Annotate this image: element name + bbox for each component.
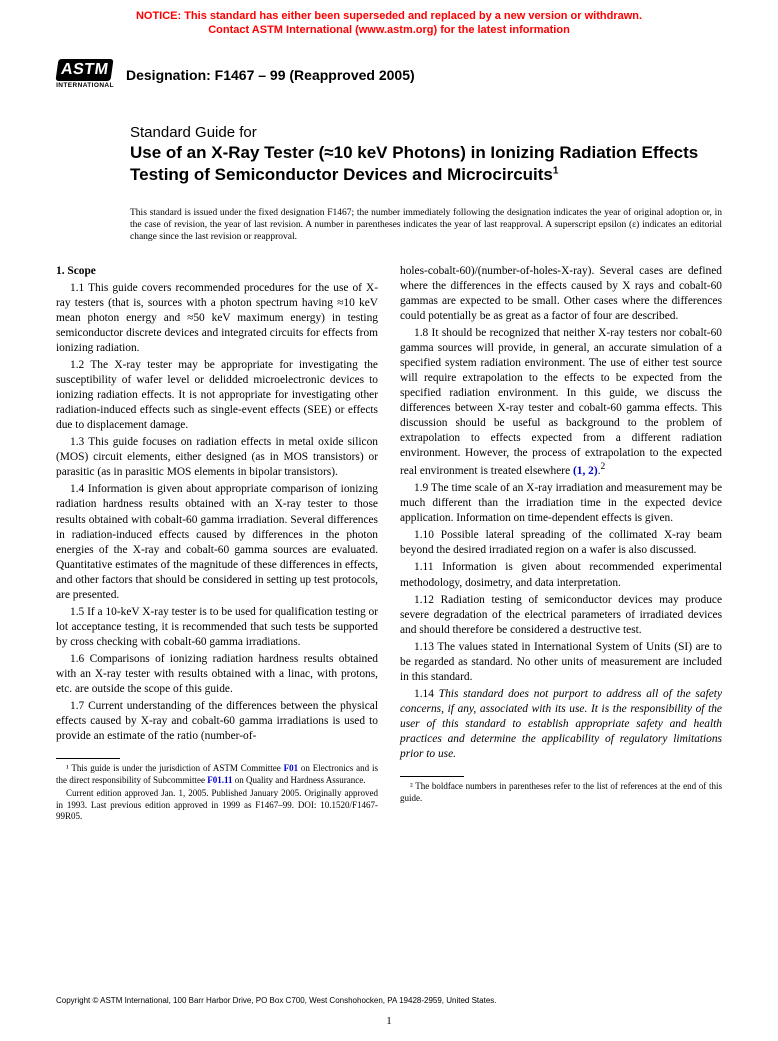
scope-1-13: 1.13 The values stated in International … [400, 640, 722, 685]
title-main-text: Use of an X-Ray Tester (≈10 keV Photons)… [130, 143, 698, 183]
notice-banner: NOTICE: This standard has either been su… [0, 0, 778, 42]
left-column: 1. Scope 1.1 This guide covers recommend… [56, 264, 378, 825]
document-header: ASTM INTERNATIONAL Designation: F1467 – … [0, 42, 778, 98]
notice-line-2: Contact ASTM International (www.astm.org… [40, 24, 738, 38]
footnote-1: ¹ This guide is under the jurisdiction o… [56, 763, 378, 786]
scope-1-11: 1.11 Information is given about recommen… [400, 560, 722, 590]
body-columns: 1. Scope 1.1 This guide covers recommend… [0, 248, 778, 825]
scope-heading: 1. Scope [56, 264, 378, 279]
ref-1-8-sup: 2 [601, 462, 606, 472]
scope-1-12: 1.12 Radiation testing of semiconductor … [400, 593, 722, 638]
copyright-line: Copyright © ASTM International, 100 Barr… [56, 996, 722, 1005]
committee-link-f01[interactable]: F01 [284, 763, 299, 773]
footnote-1-edition: Current edition approved Jan. 1, 2005. P… [56, 788, 378, 823]
issuance-note: This standard is issued under the fixed … [0, 193, 778, 248]
subcommittee-link-f0111[interactable]: F01.11 [207, 775, 232, 785]
astm-logo-subtext: INTERNATIONAL [56, 82, 114, 89]
scope-1-5: 1.5 If a 10-keV X-ray tester is to be us… [56, 605, 378, 650]
page-number: 1 [0, 1015, 778, 1027]
scope-1-14: 1.14 This standard does not purport to a… [400, 687, 722, 762]
scope-1-6: 1.6 Comparisons of ionizing radiation ha… [56, 652, 378, 697]
ref-link-1-2[interactable]: (1, 2) [573, 465, 598, 477]
document-title: Use of an X-Ray Tester (≈10 keV Photons)… [130, 142, 722, 185]
footnote-2: ² The boldface numbers in parentheses re… [400, 781, 722, 804]
scope-1-4: 1.4 Information is given about appropria… [56, 482, 378, 602]
scope-1-7-partial: 1.7 Current understanding of the differe… [56, 699, 378, 744]
scope-1-7-cont: holes-cobalt-60)/(number-of-holes-X-ray)… [400, 264, 722, 324]
scope-1-3: 1.3 This guide focuses on radiation effe… [56, 435, 378, 480]
scope-1-1: 1.1 This guide covers recommended proced… [56, 281, 378, 356]
astm-logo: ASTM INTERNATIONAL [56, 50, 114, 98]
safety-statement: This standard does not purport to addres… [400, 688, 722, 760]
scope-1-10: 1.10 Possible lateral spreading of the c… [400, 528, 722, 558]
footnote-rule-left [56, 758, 120, 759]
title-superscript: 1 [553, 165, 559, 176]
astm-logo-mark: ASTM [56, 59, 114, 81]
document-page: NOTICE: This standard has either been su… [0, 0, 778, 1041]
title-block: Standard Guide for Use of an X-Ray Teste… [0, 98, 778, 193]
title-kicker: Standard Guide for [130, 124, 722, 143]
right-column: holes-cobalt-60)/(number-of-holes-X-ray)… [400, 264, 722, 825]
scope-1-9: 1.9 The time scale of an X-ray irradiati… [400, 481, 722, 526]
scope-1-2: 1.2 The X-ray tester may be appropriate … [56, 358, 378, 433]
notice-line-1: NOTICE: This standard has either been su… [40, 10, 738, 24]
scope-1-8: 1.8 It should be recognized that neither… [400, 326, 722, 479]
footnote-rule-right [400, 776, 464, 777]
designation-label: Designation: F1467 – 99 (Reapproved 2005… [126, 65, 415, 83]
